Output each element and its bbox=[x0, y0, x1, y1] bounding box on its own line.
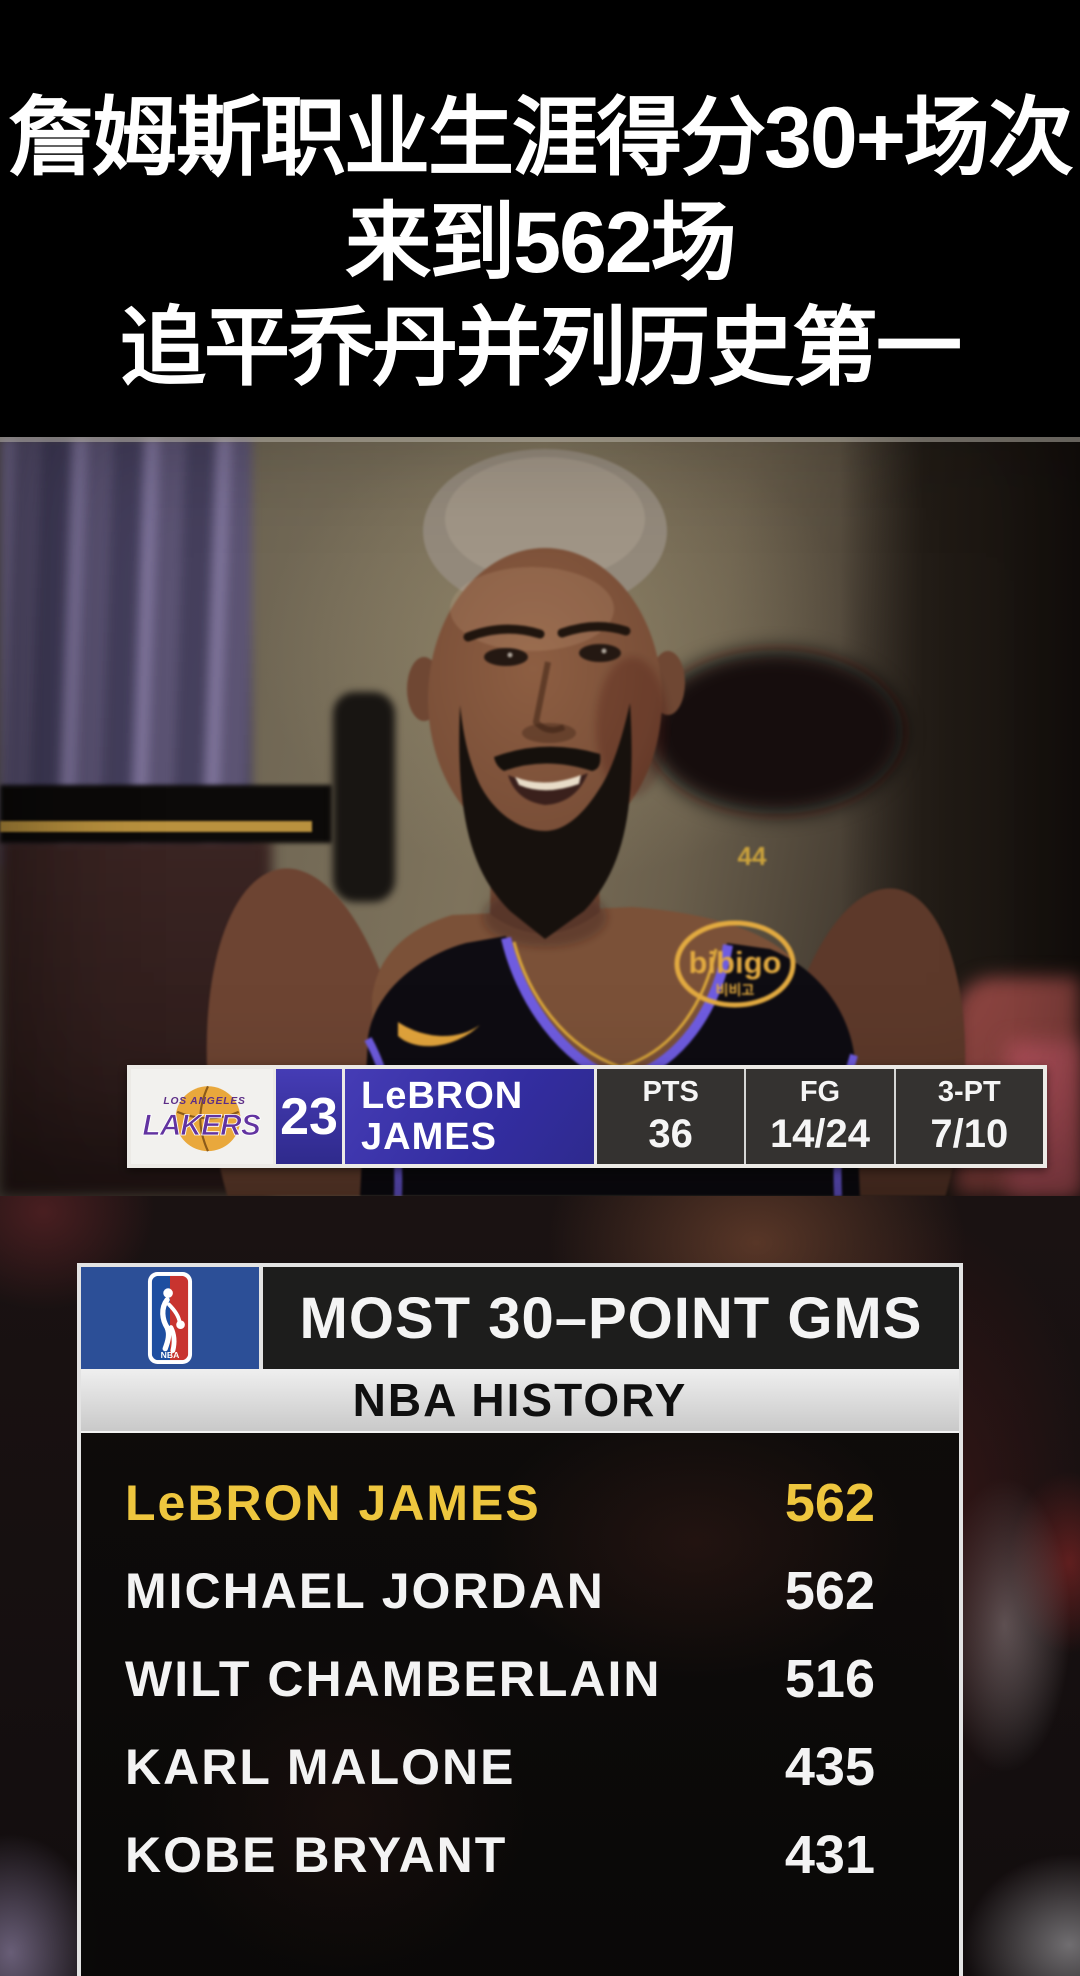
nose-shadow bbox=[522, 723, 576, 743]
panel-subtitle: NBA HISTORY bbox=[81, 1369, 959, 1433]
headline-banner: 詹姆斯职业生涯得分30+场次 来到562场 追平乔丹并列历史第一 bbox=[0, 0, 1080, 437]
lakers-logo-box: LOS ANGELES LAKERS bbox=[131, 1069, 273, 1164]
player-value: 431 bbox=[784, 1825, 875, 1885]
broadcast-stats-bar: LOS ANGELES LAKERS 23 LeBRON JAMES PTS 3… bbox=[127, 1065, 1047, 1168]
leaderboard-video-section: NBA MOST 30–POINT GMS NBA HISTORY LeBRON… bbox=[0, 1196, 1080, 1976]
lebron-head bbox=[407, 449, 685, 939]
right-eyebrow bbox=[463, 624, 545, 642]
stat-col-3pt: 3-PT 7/10 bbox=[893, 1069, 1043, 1164]
stat-col-fg: FG 14/24 bbox=[744, 1069, 893, 1164]
bibigo-logo-subtext: 비비고 bbox=[716, 982, 755, 998]
background-hair-blob bbox=[647, 650, 903, 814]
mustache bbox=[494, 746, 601, 771]
nba-logo-text: NBA bbox=[161, 1350, 180, 1360]
leaderboard-row: KOBE BRYANT 431 bbox=[81, 1811, 959, 1899]
leaderboard-row: WILT CHAMBERLAIN 516 bbox=[81, 1635, 959, 1723]
stat-label: 3-PT bbox=[937, 1076, 1001, 1108]
player-name: LeBRON JAMES bbox=[125, 1475, 541, 1531]
railing-gold-stripe bbox=[0, 821, 312, 832]
stat-columns: PTS 36 FG 14/24 3-PT 7/10 bbox=[594, 1069, 1043, 1164]
player-value: 562 bbox=[784, 1561, 875, 1621]
interview-photo-section: 44 bibigo 비비고 bbox=[0, 437, 1080, 1196]
player-name: WILT CHAMBERLAIN bbox=[125, 1651, 662, 1707]
nba-logo-box: NBA bbox=[81, 1267, 263, 1369]
teeth bbox=[515, 775, 581, 791]
stat-value: 14/24 bbox=[769, 1112, 871, 1156]
player-value: 516 bbox=[784, 1649, 875, 1709]
stat-value: 36 bbox=[648, 1112, 693, 1156]
lakers-logo: LOS ANGELES LAKERS bbox=[142, 1085, 262, 1152]
eye-glint bbox=[601, 648, 607, 654]
frame-edge bbox=[0, 437, 1080, 442]
stat-value: 7/10 bbox=[930, 1112, 1009, 1156]
lakers-city-text: LOS ANGELES bbox=[163, 1096, 245, 1107]
nike-swoosh-icon bbox=[398, 1022, 480, 1047]
leaderboard-row: KARL MALONE 435 bbox=[81, 1723, 959, 1811]
player-name: LeBRON JAMES bbox=[342, 1069, 594, 1164]
player-first-name: LeBRON bbox=[361, 1074, 524, 1117]
bibigo-logo-text: bibigo bbox=[689, 945, 782, 980]
headline-line-3: 追平乔丹并列历史第一 bbox=[120, 300, 962, 396]
jersey-number: 44 bbox=[738, 841, 767, 871]
background-post bbox=[333, 692, 395, 902]
hair-highlight bbox=[445, 457, 645, 581]
headline-line-1: 詹姆斯职业生涯得分30+场次 bbox=[8, 90, 1074, 186]
background-railing bbox=[0, 785, 332, 843]
player-name: KOBE BRYANT bbox=[125, 1827, 508, 1883]
player-last-name: JAMES bbox=[361, 1115, 497, 1158]
leaderboard-list: LeBRON JAMES 562 MICHAEL JORDAN 562 WILT… bbox=[81, 1433, 959, 1976]
stat-col-pts: PTS 36 bbox=[597, 1069, 744, 1164]
lakers-name-text: LAKERS bbox=[142, 1108, 261, 1141]
eye-glint bbox=[507, 652, 513, 658]
player-name: KARL MALONE bbox=[125, 1739, 516, 1795]
stat-label: FG bbox=[799, 1076, 841, 1108]
bibigo-sponsor-patch: bibigo 비비고 bbox=[674, 920, 796, 1008]
stat-label: PTS bbox=[642, 1076, 699, 1108]
leaderboard-panel: NBA MOST 30–POINT GMS NBA HISTORY LeBRON… bbox=[77, 1263, 963, 1976]
player-value: 435 bbox=[784, 1737, 875, 1797]
left-eyebrow bbox=[557, 621, 631, 638]
panel-header: NBA MOST 30–POINT GMS bbox=[81, 1267, 959, 1369]
right-eye bbox=[484, 648, 528, 666]
leaderboard-row: MICHAEL JORDAN 562 bbox=[81, 1547, 959, 1635]
nose bbox=[532, 661, 566, 734]
panel-title: MOST 30–POINT GMS bbox=[263, 1267, 959, 1369]
left-eye bbox=[579, 644, 621, 662]
player-value: 562 bbox=[784, 1473, 875, 1533]
nba-logo-icon: NBA bbox=[147, 1272, 193, 1364]
headline-line-2: 来到562场 bbox=[345, 195, 737, 291]
player-name: MICHAEL JORDAN bbox=[125, 1563, 605, 1619]
beard bbox=[459, 703, 632, 939]
player-number: 23 bbox=[273, 1069, 342, 1164]
leaderboard-row: LeBRON JAMES 562 bbox=[81, 1459, 959, 1547]
